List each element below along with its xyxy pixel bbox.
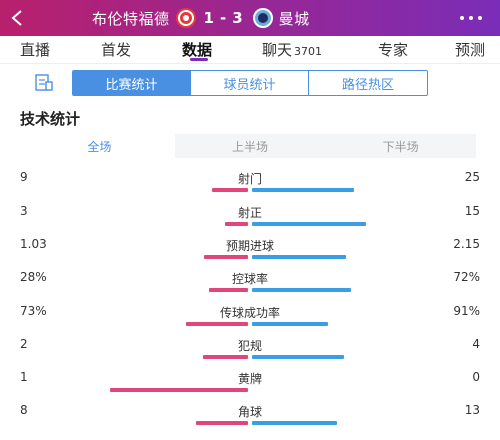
more-dots-icon[interactable] (460, 0, 482, 36)
away-score: 3 (232, 9, 245, 27)
subtab-match-stats[interactable]: 比赛统计 (73, 71, 191, 95)
chevron-left-icon[interactable] (0, 0, 34, 36)
stat-row-yellow-cards: 1 黄牌 0 (20, 370, 480, 404)
period-selector: 全场 上半场 下半场 (24, 134, 477, 158)
home-score: 1 (203, 9, 216, 27)
match-header: 布伦特福德 1 - 3 曼城 (92, 0, 310, 36)
stat-away-value: 2.15 (453, 237, 480, 251)
stat-away-value: 25 (464, 170, 480, 184)
away-team-name: 曼城 (278, 9, 310, 28)
stat-home-bar (225, 222, 248, 226)
brentford-badge-icon (175, 8, 196, 28)
stat-away-value: 15 (464, 204, 480, 218)
stat-label: 角球 (237, 405, 262, 419)
period-second-half[interactable]: 下半场 (325, 134, 477, 158)
subtab-heatmap[interactable]: 路径热区 (341, 77, 394, 93)
stat-label: 预期进球 (225, 239, 274, 253)
stat-home-bar (204, 255, 248, 259)
stat-away-value: 13 (464, 403, 480, 417)
stat-label: 控球率 (231, 272, 268, 286)
stat-home-bar (196, 421, 248, 425)
stat-away-bar (252, 288, 351, 292)
stat-away-value: 4 (472, 337, 480, 351)
tab-lineup[interactable]: 首发 (101, 41, 132, 59)
stat-label: 射正 (237, 206, 262, 220)
stat-away-bar (252, 322, 328, 326)
tab-data[interactable]: 数据 (182, 41, 213, 59)
stat-label: 传球成功率 (219, 306, 280, 320)
stat-row-possession: 28% 控球率 72% (20, 270, 480, 304)
stat-away-bar (252, 421, 337, 425)
stat-home-bar (186, 322, 248, 326)
stat-away-bar (252, 222, 366, 226)
stat-home-bar (110, 388, 248, 392)
stat-away-bar (252, 255, 346, 259)
top-bar: 布伦特福德 1 - 3 曼城 (0, 0, 500, 36)
tab-chat[interactable]: 聊天 3701 (262, 41, 323, 59)
subtab-player-stats[interactable]: 球员统计 (191, 71, 309, 95)
stat-away-value: 91% (453, 304, 480, 318)
stat-home-bar (203, 355, 248, 359)
stat-home-value: 3 (20, 204, 28, 218)
stat-row-pass-accuracy: 73% 传球成功率 91% (20, 304, 480, 338)
section-title: 技术统计 (20, 110, 81, 128)
stat-row-fouls: 2 犯规 4 (20, 337, 480, 371)
stat-home-value: 2 (20, 337, 28, 351)
stat-home-value: 1.03 (20, 237, 47, 251)
stat-row-expected-goals: 1.03 预期进球 2.15 (20, 237, 480, 271)
stat-row-shots-on-target: 3 射正 15 (20, 204, 480, 238)
chat-count: 3701 (294, 45, 323, 58)
stat-home-value: 9 (20, 170, 28, 184)
period-first-half[interactable]: 上半场 (174, 134, 326, 158)
stat-home-value: 1 (20, 370, 28, 384)
stat-home-value: 73% (20, 304, 47, 318)
score-separator: - (219, 9, 229, 27)
stat-label: 黄牌 (237, 372, 262, 386)
stats-subtabs: 比赛统计 球员统计 路径热区 (72, 70, 428, 96)
active-tab-indicator (190, 58, 208, 61)
stat-home-value: 28% (20, 270, 47, 284)
stat-home-bar (209, 288, 248, 292)
stat-row-corners: 8 角球 13 (20, 403, 480, 437)
home-team-name: 布伦特福德 (92, 9, 170, 28)
man-city-badge-icon (252, 8, 273, 28)
stat-home-value: 8 (20, 403, 28, 417)
stat-away-value: 0 (472, 370, 480, 384)
tab-predictions[interactable]: 预测 (455, 41, 486, 59)
document-icon[interactable] (34, 74, 54, 92)
stat-away-bar (252, 188, 354, 192)
tab-live[interactable]: 直播 (20, 41, 51, 59)
main-tabs: 直播 首发 数据 聊天 3701 专家 预测 (0, 36, 500, 64)
tab-experts[interactable]: 专家 (378, 41, 409, 59)
stat-label: 犯规 (237, 339, 262, 353)
stat-away-value: 72% (453, 270, 480, 284)
stat-away-bar (252, 355, 344, 359)
period-full[interactable]: 全场 (24, 134, 175, 158)
stat-home-bar (212, 188, 248, 192)
stat-row-shots: 9 射门 25 (20, 170, 480, 204)
stat-label: 射门 (237, 172, 262, 186)
